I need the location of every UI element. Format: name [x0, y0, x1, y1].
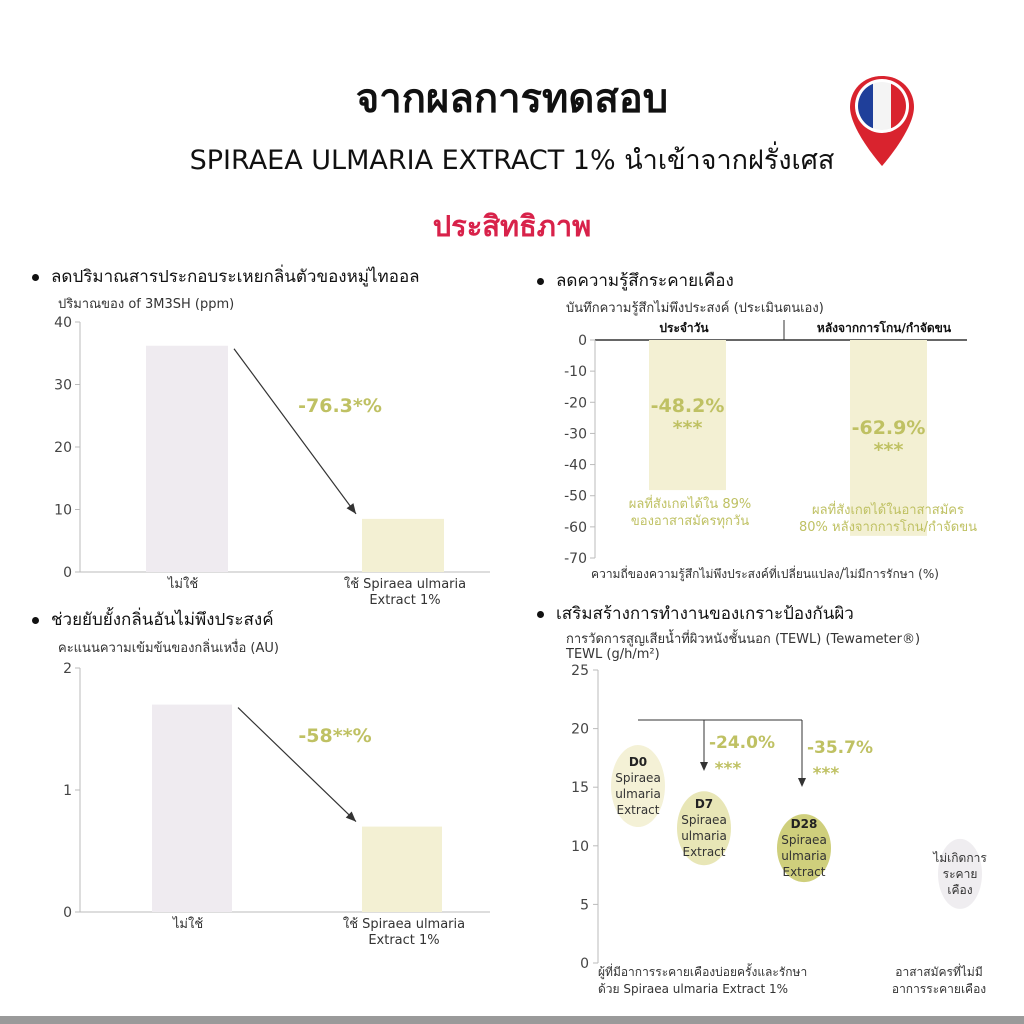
y-tick-label: 2: [63, 661, 72, 677]
significance-label: ***: [813, 764, 840, 784]
bar: [152, 704, 232, 912]
chart1-heading-text: ลดปริมาณสารประกอบระเหยกลิ่นตัวของหมู่ไทอ…: [51, 267, 420, 287]
y-tick-label: 20: [571, 722, 589, 738]
reduction-arrow-line: [233, 348, 357, 515]
chart2-heading-text: ลดความรู้สึกระคายเคือง: [556, 271, 734, 291]
page-subtitle: SPIRAEA ULMARIA EXTRACT 1% นำเข้าจากฝรั่…: [189, 145, 835, 176]
reduction-annotation: -76.3*%: [298, 395, 382, 417]
y-tick-label: 1: [63, 783, 72, 799]
observation-note: ผลที่สังเกตได้ใน 89%ของอาสาสมัครทุกวัน: [629, 495, 751, 529]
point-label: Spiraea ulmaria Extract: [781, 833, 827, 879]
section-title: ประสิทธิภาพ: [432, 209, 592, 243]
y-tick-label: 0: [578, 333, 587, 349]
france-location-pin-icon: [850, 76, 914, 166]
y-tick-label: -10: [564, 364, 587, 380]
chart1-svg: 0 10 20 30 40 ไม่ใช้ ใช้ Spiraea ulmaria Extrac…: [54, 315, 490, 608]
chart3-ylabel: คะแนนความเข้มข้นของกลิ่นเหงื่อ (AU): [58, 641, 279, 656]
reduction-arrow-line: [237, 707, 357, 823]
y-tick-label: 5: [580, 897, 589, 913]
y-tick-label: 15: [571, 780, 589, 796]
y-tick-label: 0: [63, 905, 72, 921]
bar: [649, 340, 726, 491]
y-tick-label: -20: [564, 395, 587, 411]
change-label: -24.0%: [709, 733, 775, 753]
x-category-label: ใช้ Spiraea ulmaria Extract 1%: [343, 916, 465, 948]
observation-note: ผลที่สังเกตได้ในอาสาสมัคร 80% หลังจากการโ…: [799, 501, 977, 535]
data-point-ellipse: [677, 791, 731, 866]
bullet-icon: [537, 277, 544, 285]
x-category-label: ไม่ใช้: [172, 916, 203, 932]
page-title: จากผลการทดสอบ: [355, 76, 669, 122]
reduction-annotation: -58**%: [298, 725, 371, 747]
arrow-head-icon: [700, 762, 708, 771]
group-label: ผู้ที่มีอาการระคายเคืองบ่อยครั้งและรักษา…: [598, 963, 807, 996]
chart4-svg: 0 5 10 15 20 25 D0 Spiraea ulmaria Extract D7 Spira…: [571, 663, 987, 996]
chart1-ylabel: ปริมาณของ of 3M3SH (ppm): [58, 297, 235, 312]
significance-label: ***: [874, 439, 904, 461]
y-tick-label: 0: [63, 565, 72, 581]
timepoint-label: D28: [791, 817, 818, 831]
data-point-ellipse: [611, 745, 665, 828]
chart3-svg: 0 1 2 ไม่ใช้ ใช้ Spiraea ulmaria Extract 1% -5…: [63, 661, 490, 948]
change-label: -35.7%: [807, 738, 873, 758]
y-tick-label: 0: [580, 956, 589, 972]
column-header: หลังจากการโกน/กำจัดขน: [817, 320, 952, 335]
chart2-svg: ประจำวัน หลังจากการโกน/กำจัดขน 0 -10 -20 -30 -…: [564, 320, 977, 582]
point-label: Spiraea ulmaria Extract: [681, 813, 727, 859]
chart4-heading-text: เสริมสร้างการทำงานของเกราะป้องกันผิว: [556, 604, 854, 624]
chart4-heading: เสริมสร้างการทำงานของเกราะป้องกันผิว: [537, 600, 854, 627]
bullet-icon: [32, 616, 39, 624]
y-tick-label: -60: [564, 520, 587, 536]
bar: [362, 518, 444, 572]
y-tick-label: -30: [564, 426, 587, 442]
data-point-ellipse: [938, 838, 982, 909]
bar-value-label: -48.2%: [651, 395, 725, 417]
bar-value-label: -62.9%: [852, 417, 926, 439]
y-tick-label: 25: [571, 663, 589, 679]
y-tick-label: 30: [54, 378, 72, 394]
y-tick-label: 10: [54, 503, 72, 519]
x-axis-label: ความถี่ของความรู้สึกไม่พึงประสงค์ที่เปลี…: [591, 565, 939, 582]
y-tick-label: -70: [564, 551, 587, 567]
y-tick-label: 20: [54, 440, 72, 456]
data-point-ellipse: [777, 814, 831, 883]
chart4-ylabel: TEWL (g/h/m²): [566, 647, 660, 662]
y-tick-label: 10: [571, 839, 589, 855]
chart3-heading: ช่วยยับยั้งกลิ่นอันไม่พึงประสงค์: [32, 606, 274, 633]
arrow-head-icon: [346, 503, 356, 514]
chart2-heading: ลดความรู้สึกระคายเคือง: [537, 267, 734, 294]
column-header: ประจำวัน: [659, 321, 709, 335]
bullet-icon: [32, 273, 39, 281]
y-tick-label: -40: [564, 458, 587, 474]
bottom-divider: [0, 1016, 1024, 1024]
chart3-heading-text: ช่วยยับยั้งกลิ่นอันไม่พึงประสงค์: [51, 610, 274, 630]
timepoint-label: D7: [695, 797, 713, 811]
significance-label: ***: [715, 759, 742, 779]
bar: [146, 345, 228, 572]
arrow-head-icon: [798, 778, 806, 787]
point-label: ไม่เกิดการระคายเคือง: [932, 851, 987, 897]
chart1-heading: ลดปริมาณสารประกอบระเหยกลิ่นตัวของหมู่ไทอ…: [32, 263, 420, 290]
x-category-label: ใช้ Spiraea ulmaria Extract 1%: [344, 576, 466, 608]
group-label: อาสาสมัครที่ไม่มีอาการระคายเคือง: [892, 963, 986, 996]
chart4-subtitle: การวัดการสูญเสียน้ำที่ผิวหนังชั้นนอก (TE…: [566, 632, 921, 647]
chart2-ylabel: บันทึกความรู้สึกไม่พึงประสงค์ (ประเมินตน…: [566, 301, 824, 316]
y-tick-label: -50: [564, 489, 587, 505]
y-tick-label: 40: [54, 315, 72, 331]
timepoint-label: D0: [629, 755, 647, 769]
bar: [362, 826, 442, 912]
x-category-label: ไม่ใช้: [167, 576, 198, 592]
significance-label: ***: [673, 417, 703, 439]
arrow-head-icon: [345, 811, 356, 822]
bar: [850, 340, 927, 536]
bullet-icon: [537, 610, 544, 618]
point-label: Spiraea ulmaria Extract: [615, 771, 661, 817]
